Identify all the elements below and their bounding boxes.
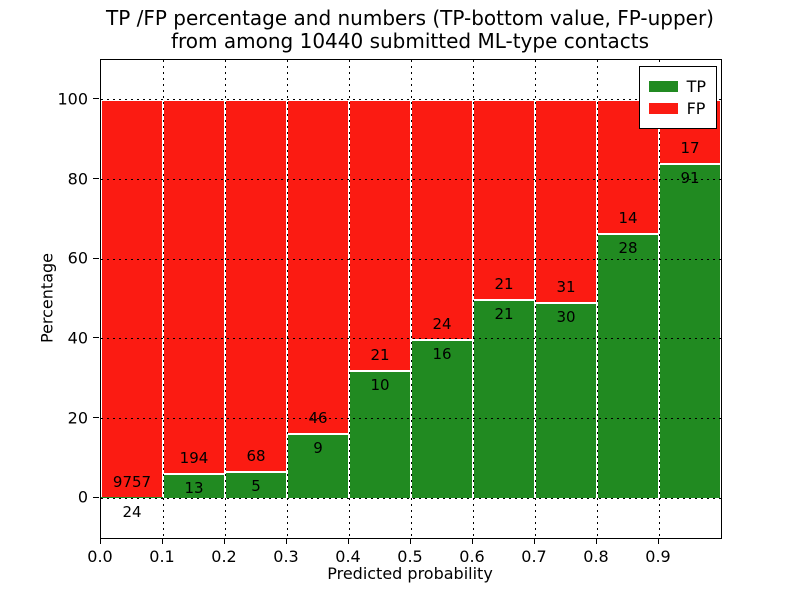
y-tick bbox=[93, 417, 99, 418]
gridline-vertical bbox=[348, 60, 350, 538]
gridline-vertical bbox=[534, 60, 536, 538]
x-tick-label: 0.1 bbox=[149, 547, 175, 566]
x-tick-label: 0.8 bbox=[583, 547, 609, 566]
tp-legend-swatch bbox=[648, 81, 678, 92]
bar-fp-segment bbox=[163, 99, 225, 474]
bar-fp-segment bbox=[101, 99, 163, 498]
y-tick-label: 40 bbox=[67, 328, 88, 348]
tp-count-label: 9 bbox=[313, 438, 323, 457]
tp-count-label: 28 bbox=[618, 238, 638, 257]
x-tick bbox=[347, 539, 349, 544]
y-tick-label: 0 bbox=[77, 487, 88, 507]
bar-tp-segment bbox=[473, 299, 535, 499]
gridline-vertical bbox=[224, 60, 226, 538]
gridline-vertical bbox=[286, 60, 288, 538]
x-tick-label: 0.4 bbox=[335, 547, 361, 566]
tp-legend-label: TP bbox=[686, 77, 706, 96]
tp-count-label: 16 bbox=[432, 344, 452, 363]
chart-title-line-1: TP /FP percentage and numbers (TP-bottom… bbox=[106, 6, 714, 30]
tp-count-label: 30 bbox=[556, 308, 576, 327]
fp-count-label: 194 bbox=[179, 449, 209, 468]
tp-count-label: 21 bbox=[494, 305, 514, 323]
gridline-vertical bbox=[472, 60, 474, 538]
gridline-horizontal bbox=[101, 179, 721, 180]
tp-count-label: 10 bbox=[370, 375, 390, 394]
x-tick-label: 0.6 bbox=[459, 547, 485, 566]
gridline-horizontal bbox=[101, 418, 721, 419]
y-tick bbox=[93, 98, 99, 100]
bar-tp-segment bbox=[535, 302, 597, 499]
x-tick bbox=[595, 539, 597, 544]
x-tick bbox=[533, 539, 535, 544]
gridline-vertical bbox=[658, 60, 660, 538]
fp-count-label: 21 bbox=[370, 345, 390, 364]
fp-count-label: 21 bbox=[494, 275, 514, 293]
fp-count-label: 9757 bbox=[112, 473, 152, 492]
fp-count-label: 24 bbox=[432, 314, 452, 333]
x-tick-label: 0.2 bbox=[211, 547, 237, 566]
x-tick bbox=[161, 539, 163, 544]
plot-area: TP FP 9757 24 194 13 68 5 46 9 21 10 24 16 21 21 31 30 1… bbox=[100, 59, 722, 539]
x-tick bbox=[99, 539, 101, 544]
x-tick-label: 0.5 bbox=[397, 547, 423, 566]
bar-fp-segment bbox=[535, 99, 597, 303]
gridline-vertical bbox=[596, 60, 598, 538]
bar-fp-segment bbox=[349, 99, 411, 370]
chart-title-line-2: from among 10440 submitted ML-type conta… bbox=[170, 29, 650, 53]
y-tick bbox=[93, 337, 99, 339]
x-tick bbox=[223, 539, 225, 544]
legend-item-tp: TP bbox=[648, 77, 706, 96]
bar-tp-segment bbox=[597, 232, 659, 499]
bar-fp-segment bbox=[473, 99, 535, 299]
gridline-horizontal bbox=[101, 99, 721, 101]
gridline-vertical bbox=[162, 60, 164, 538]
bar-fp-segment bbox=[225, 99, 287, 471]
tp-count-label: 24 bbox=[122, 503, 142, 522]
bar-tp-segment bbox=[287, 432, 349, 499]
tp-count-label: 13 bbox=[184, 479, 204, 498]
bar-tp-segment bbox=[163, 473, 225, 499]
x-tick-label: 0.9 bbox=[645, 547, 671, 566]
gridline-horizontal bbox=[101, 497, 721, 499]
x-tick bbox=[471, 539, 473, 544]
y-tick-label: 100 bbox=[57, 89, 88, 109]
bar-tp-segment bbox=[349, 369, 411, 499]
bar-tp-segment bbox=[659, 162, 721, 499]
y-tick bbox=[93, 257, 99, 259]
y-tick-label: 80 bbox=[67, 169, 88, 188]
gridline-horizontal bbox=[101, 338, 721, 340]
fp-count-label: 17 bbox=[680, 138, 700, 157]
tp-count-label: 91 bbox=[680, 168, 700, 187]
tp-count-label: 5 bbox=[251, 476, 261, 495]
fp-legend-swatch bbox=[648, 103, 678, 114]
x-tick-label: 0.0 bbox=[87, 547, 113, 566]
chart-title: TP /FP percentage and numbers (TP-bottom… bbox=[20, 7, 800, 53]
bar-tp-segment bbox=[225, 470, 287, 499]
y-tick-label: 60 bbox=[67, 248, 88, 268]
x-axis-label: Predicted probability bbox=[327, 564, 493, 583]
y-tick-label: 20 bbox=[67, 408, 88, 427]
x-tick bbox=[409, 539, 411, 544]
fp-count-label: 68 bbox=[246, 446, 266, 465]
fp-count-label: 14 bbox=[618, 208, 638, 227]
y-tick bbox=[93, 178, 99, 179]
gridline-vertical bbox=[410, 60, 412, 538]
x-tick-label: 0.7 bbox=[521, 547, 547, 566]
bar-fp-segment bbox=[411, 99, 473, 339]
legend: TP FP bbox=[638, 66, 717, 129]
x-tick-label: 0.3 bbox=[273, 547, 299, 566]
x-tick bbox=[285, 539, 287, 544]
legend-item-fp: FP bbox=[648, 99, 706, 118]
gridline-horizontal bbox=[101, 258, 721, 260]
fp-legend-label: FP bbox=[686, 99, 706, 118]
x-tick bbox=[657, 539, 659, 544]
fp-count-label: 46 bbox=[308, 408, 328, 427]
bar-fp-segment bbox=[287, 99, 349, 433]
fp-count-label: 31 bbox=[556, 278, 576, 297]
y-tick bbox=[93, 496, 99, 498]
